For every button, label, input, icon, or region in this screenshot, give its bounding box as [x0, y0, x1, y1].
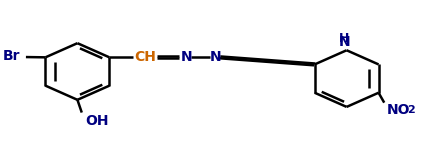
Text: N: N: [339, 35, 350, 49]
Text: Br: Br: [3, 49, 20, 63]
Text: 2: 2: [407, 106, 415, 116]
Text: NO: NO: [386, 103, 410, 117]
Text: CH: CH: [134, 50, 157, 64]
Text: N: N: [210, 50, 222, 64]
Text: N: N: [181, 50, 193, 64]
Text: H: H: [339, 32, 350, 45]
Text: OH: OH: [85, 114, 109, 128]
